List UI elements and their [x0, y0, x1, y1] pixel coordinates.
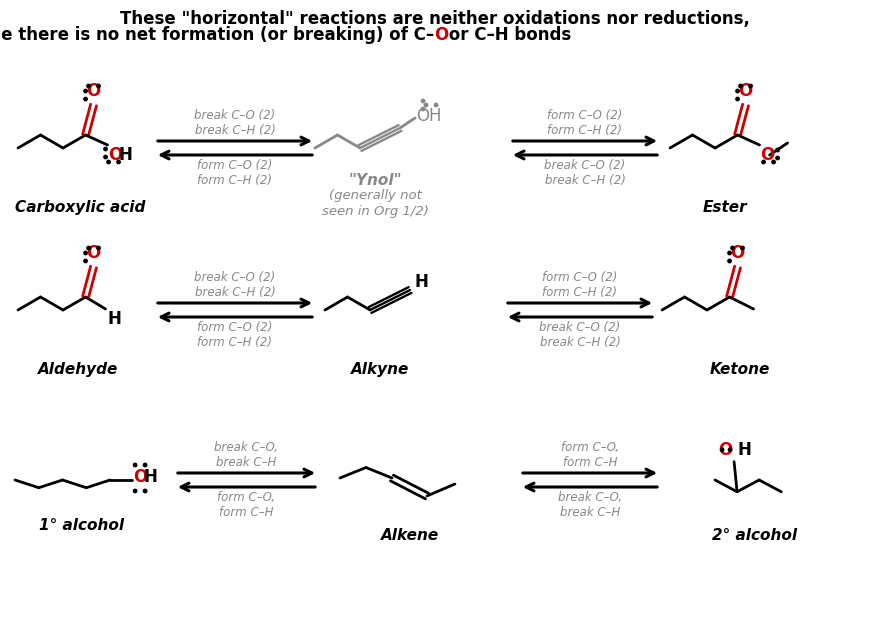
Circle shape	[738, 84, 741, 88]
Text: Aldehyde: Aldehyde	[37, 362, 118, 377]
Circle shape	[143, 489, 147, 493]
Text: O: O	[434, 26, 448, 44]
Circle shape	[727, 259, 731, 263]
Circle shape	[761, 160, 765, 164]
Circle shape	[434, 103, 437, 107]
Circle shape	[83, 259, 87, 263]
Text: O: O	[86, 82, 101, 100]
Circle shape	[740, 246, 743, 250]
Text: These "horizontal" reactions are neither oxidations nor reductions,: These "horizontal" reactions are neither…	[120, 10, 749, 28]
Circle shape	[133, 463, 136, 467]
Text: form C–O (2)
form C–H (2): form C–O (2) form C–H (2)	[197, 321, 272, 349]
Text: Carboxylic acid: Carboxylic acid	[15, 200, 145, 215]
Text: O: O	[109, 146, 123, 164]
Circle shape	[83, 251, 87, 255]
Circle shape	[83, 89, 87, 93]
Text: O: O	[738, 82, 752, 100]
Text: O: O	[730, 244, 744, 262]
Text: break C–O (2)
break C–H (2): break C–O (2) break C–H (2)	[539, 321, 620, 349]
Circle shape	[771, 160, 774, 164]
Text: O: O	[86, 244, 101, 262]
Text: form C–O,
form C–H: form C–O, form C–H	[561, 441, 619, 469]
Text: O: O	[717, 441, 731, 458]
Circle shape	[103, 148, 107, 151]
Circle shape	[735, 89, 739, 93]
Circle shape	[83, 97, 87, 100]
Text: O: O	[760, 146, 774, 164]
Text: or C–H bonds: or C–H bonds	[442, 26, 571, 44]
Circle shape	[116, 160, 120, 164]
Circle shape	[424, 103, 428, 107]
Text: H: H	[736, 441, 750, 458]
Text: form C–O (2)
form C–H (2): form C–O (2) form C–H (2)	[547, 109, 622, 137]
Text: (generally not: (generally not	[328, 189, 421, 202]
Circle shape	[421, 99, 424, 103]
Text: since there is no net formation (or breaking) of C–: since there is no net formation (or brea…	[0, 26, 434, 44]
Text: form C–O,
form C–H: form C–O, form C–H	[216, 491, 275, 519]
Text: H: H	[414, 273, 428, 291]
Circle shape	[103, 155, 107, 159]
Circle shape	[727, 251, 731, 255]
Text: break C–O,
break C–H: break C–O, break C–H	[557, 491, 621, 519]
Text: break C–O (2)
break C–H (2): break C–O (2) break C–H (2)	[194, 109, 275, 137]
Text: OH: OH	[415, 107, 441, 125]
Text: 2° alcohol: 2° alcohol	[712, 528, 797, 543]
Circle shape	[107, 160, 110, 164]
Text: H: H	[118, 146, 132, 164]
Text: break C–O (2)
break C–H (2): break C–O (2) break C–H (2)	[194, 271, 275, 299]
Text: H: H	[143, 468, 156, 486]
Text: seen in Org 1/2): seen in Org 1/2)	[322, 205, 428, 218]
Text: 1° alcohol: 1° alcohol	[39, 518, 124, 533]
Text: break C–O,
break C–H: break C–O, break C–H	[214, 441, 278, 469]
Circle shape	[735, 97, 739, 100]
Text: H: H	[108, 310, 122, 328]
Circle shape	[96, 84, 100, 88]
Text: form C–O (2)
form C–H (2): form C–O (2) form C–H (2)	[541, 271, 617, 299]
Circle shape	[775, 156, 779, 160]
Circle shape	[775, 148, 779, 152]
Circle shape	[96, 246, 100, 250]
Text: form C–O (2)
form C–H (2): form C–O (2) form C–H (2)	[197, 159, 272, 187]
Circle shape	[133, 489, 136, 493]
Circle shape	[727, 448, 731, 452]
Circle shape	[87, 84, 90, 88]
Text: Ketone: Ketone	[709, 362, 769, 377]
Circle shape	[87, 246, 90, 250]
Text: Alkene: Alkene	[381, 528, 439, 543]
Circle shape	[421, 107, 424, 111]
Text: "Ynol": "Ynol"	[348, 173, 401, 188]
Text: Ester: Ester	[702, 200, 746, 215]
Text: Alkyne: Alkyne	[350, 362, 408, 377]
Text: O: O	[133, 468, 147, 486]
Circle shape	[720, 448, 723, 452]
Text: break C–O (2)
break C–H (2): break C–O (2) break C–H (2)	[544, 159, 625, 187]
Circle shape	[143, 463, 147, 467]
Circle shape	[730, 246, 733, 250]
Circle shape	[748, 84, 752, 88]
